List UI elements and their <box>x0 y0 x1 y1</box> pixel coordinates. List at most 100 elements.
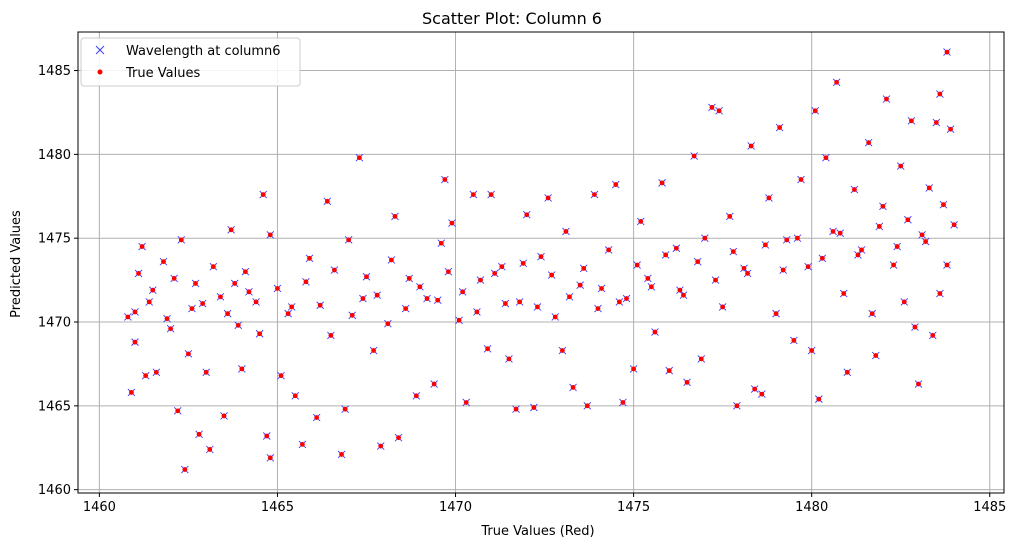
data-point <box>900 298 909 306</box>
data-point <box>227 225 235 234</box>
point-dot-marker <box>396 435 401 441</box>
point-dot-marker <box>289 304 295 310</box>
point-dot-marker <box>880 203 886 209</box>
data-point <box>832 78 841 87</box>
point-dot-marker <box>912 324 918 330</box>
point-dot-marker <box>876 224 882 229</box>
point-dot-marker <box>730 249 736 255</box>
point-dot-marker <box>599 286 604 291</box>
data-point <box>939 200 948 209</box>
data-point <box>804 262 812 271</box>
chart-title: Scatter Plot: Column 6 <box>422 9 602 28</box>
data-point <box>683 378 691 387</box>
data-point <box>220 412 228 420</box>
point-dot-marker <box>577 282 583 288</box>
point-dot-marker <box>257 331 263 337</box>
data-point <box>615 298 624 306</box>
point-dot-marker <box>691 153 697 159</box>
data-point <box>223 309 232 318</box>
data-point <box>879 202 887 211</box>
data-point <box>665 366 674 375</box>
point-dot-marker <box>581 265 587 271</box>
point-dot-marker <box>125 314 131 320</box>
data-point <box>433 296 442 305</box>
point-dot-marker <box>844 369 850 375</box>
point-dot-marker <box>869 311 875 317</box>
data-point <box>636 217 645 226</box>
point-dot-marker <box>698 356 704 362</box>
point-dot-marker <box>677 287 683 293</box>
data-point <box>911 323 919 331</box>
point-dot-marker <box>307 255 312 261</box>
data-point <box>455 316 463 325</box>
data-point <box>195 430 203 439</box>
point-dot-marker <box>834 79 840 85</box>
point-dot-marker <box>606 247 612 253</box>
point-dot-marker <box>253 299 259 305</box>
point-dot-marker <box>139 244 145 249</box>
data-point <box>864 138 873 147</box>
data-point <box>448 219 456 227</box>
data-point <box>579 264 588 273</box>
data-point <box>533 303 542 311</box>
point-dot-marker <box>905 217 911 223</box>
point-dot-marker <box>203 369 209 375</box>
point-dot-marker <box>324 198 330 204</box>
point-dot-marker <box>132 339 138 345</box>
data-point <box>498 262 506 271</box>
point-dot-marker <box>891 262 896 268</box>
point-dot-marker <box>470 192 476 198</box>
point-dot-marker <box>937 91 943 97</box>
point-dot-marker <box>303 279 309 285</box>
point-dot-marker <box>538 254 544 260</box>
data-point <box>793 234 802 243</box>
point-dot-marker <box>941 202 946 208</box>
data-point <box>765 194 773 202</box>
data-point <box>416 282 424 291</box>
point-dot-marker <box>695 259 701 265</box>
x-tick-label: 1460 <box>83 500 116 515</box>
data-point <box>327 331 335 340</box>
data-point <box>291 391 300 400</box>
point-dot-marker <box>638 219 644 224</box>
data-point <box>644 274 652 283</box>
data-point <box>537 252 545 261</box>
data-point <box>943 48 951 56</box>
point-dot-marker <box>193 281 198 286</box>
data-point <box>658 179 666 187</box>
y-tick-label: 1465 <box>38 399 71 414</box>
data-point <box>790 336 798 345</box>
point-dot-marker <box>673 245 679 251</box>
data-point <box>330 266 339 274</box>
point-dot-marker <box>951 222 957 228</box>
point-dot-marker <box>777 125 783 130</box>
point-dot-marker <box>385 321 391 327</box>
data-point <box>583 402 592 410</box>
data-point <box>462 398 471 407</box>
data-point <box>191 279 200 288</box>
data-point <box>412 391 421 400</box>
data-point <box>558 346 567 355</box>
data-point <box>148 286 157 294</box>
point-dot-marker <box>720 304 726 310</box>
point-dot-marker <box>752 386 758 392</box>
point-dot-marker <box>513 406 519 412</box>
y-tick-label: 1475 <box>38 232 71 247</box>
point-dot-marker <box>442 177 448 182</box>
point-dot-marker <box>175 408 181 414</box>
point-dot-marker <box>859 247 864 253</box>
data-point <box>604 246 613 254</box>
data-point <box>943 261 951 269</box>
point-dot-marker <box>805 264 811 270</box>
data-point <box>394 433 403 442</box>
point-dot-marker <box>314 415 320 420</box>
point-dot-marker <box>225 311 230 317</box>
x-axis-label: True Values (Red) <box>480 524 594 539</box>
legend-box <box>80 37 301 87</box>
data-point <box>697 355 706 363</box>
legend-label-wavelength: Wavelength at column6 <box>126 44 281 59</box>
x-tick-label: 1470 <box>439 500 472 515</box>
data-point <box>238 365 246 373</box>
data-point <box>444 267 453 276</box>
point-dot-marker <box>798 177 804 182</box>
